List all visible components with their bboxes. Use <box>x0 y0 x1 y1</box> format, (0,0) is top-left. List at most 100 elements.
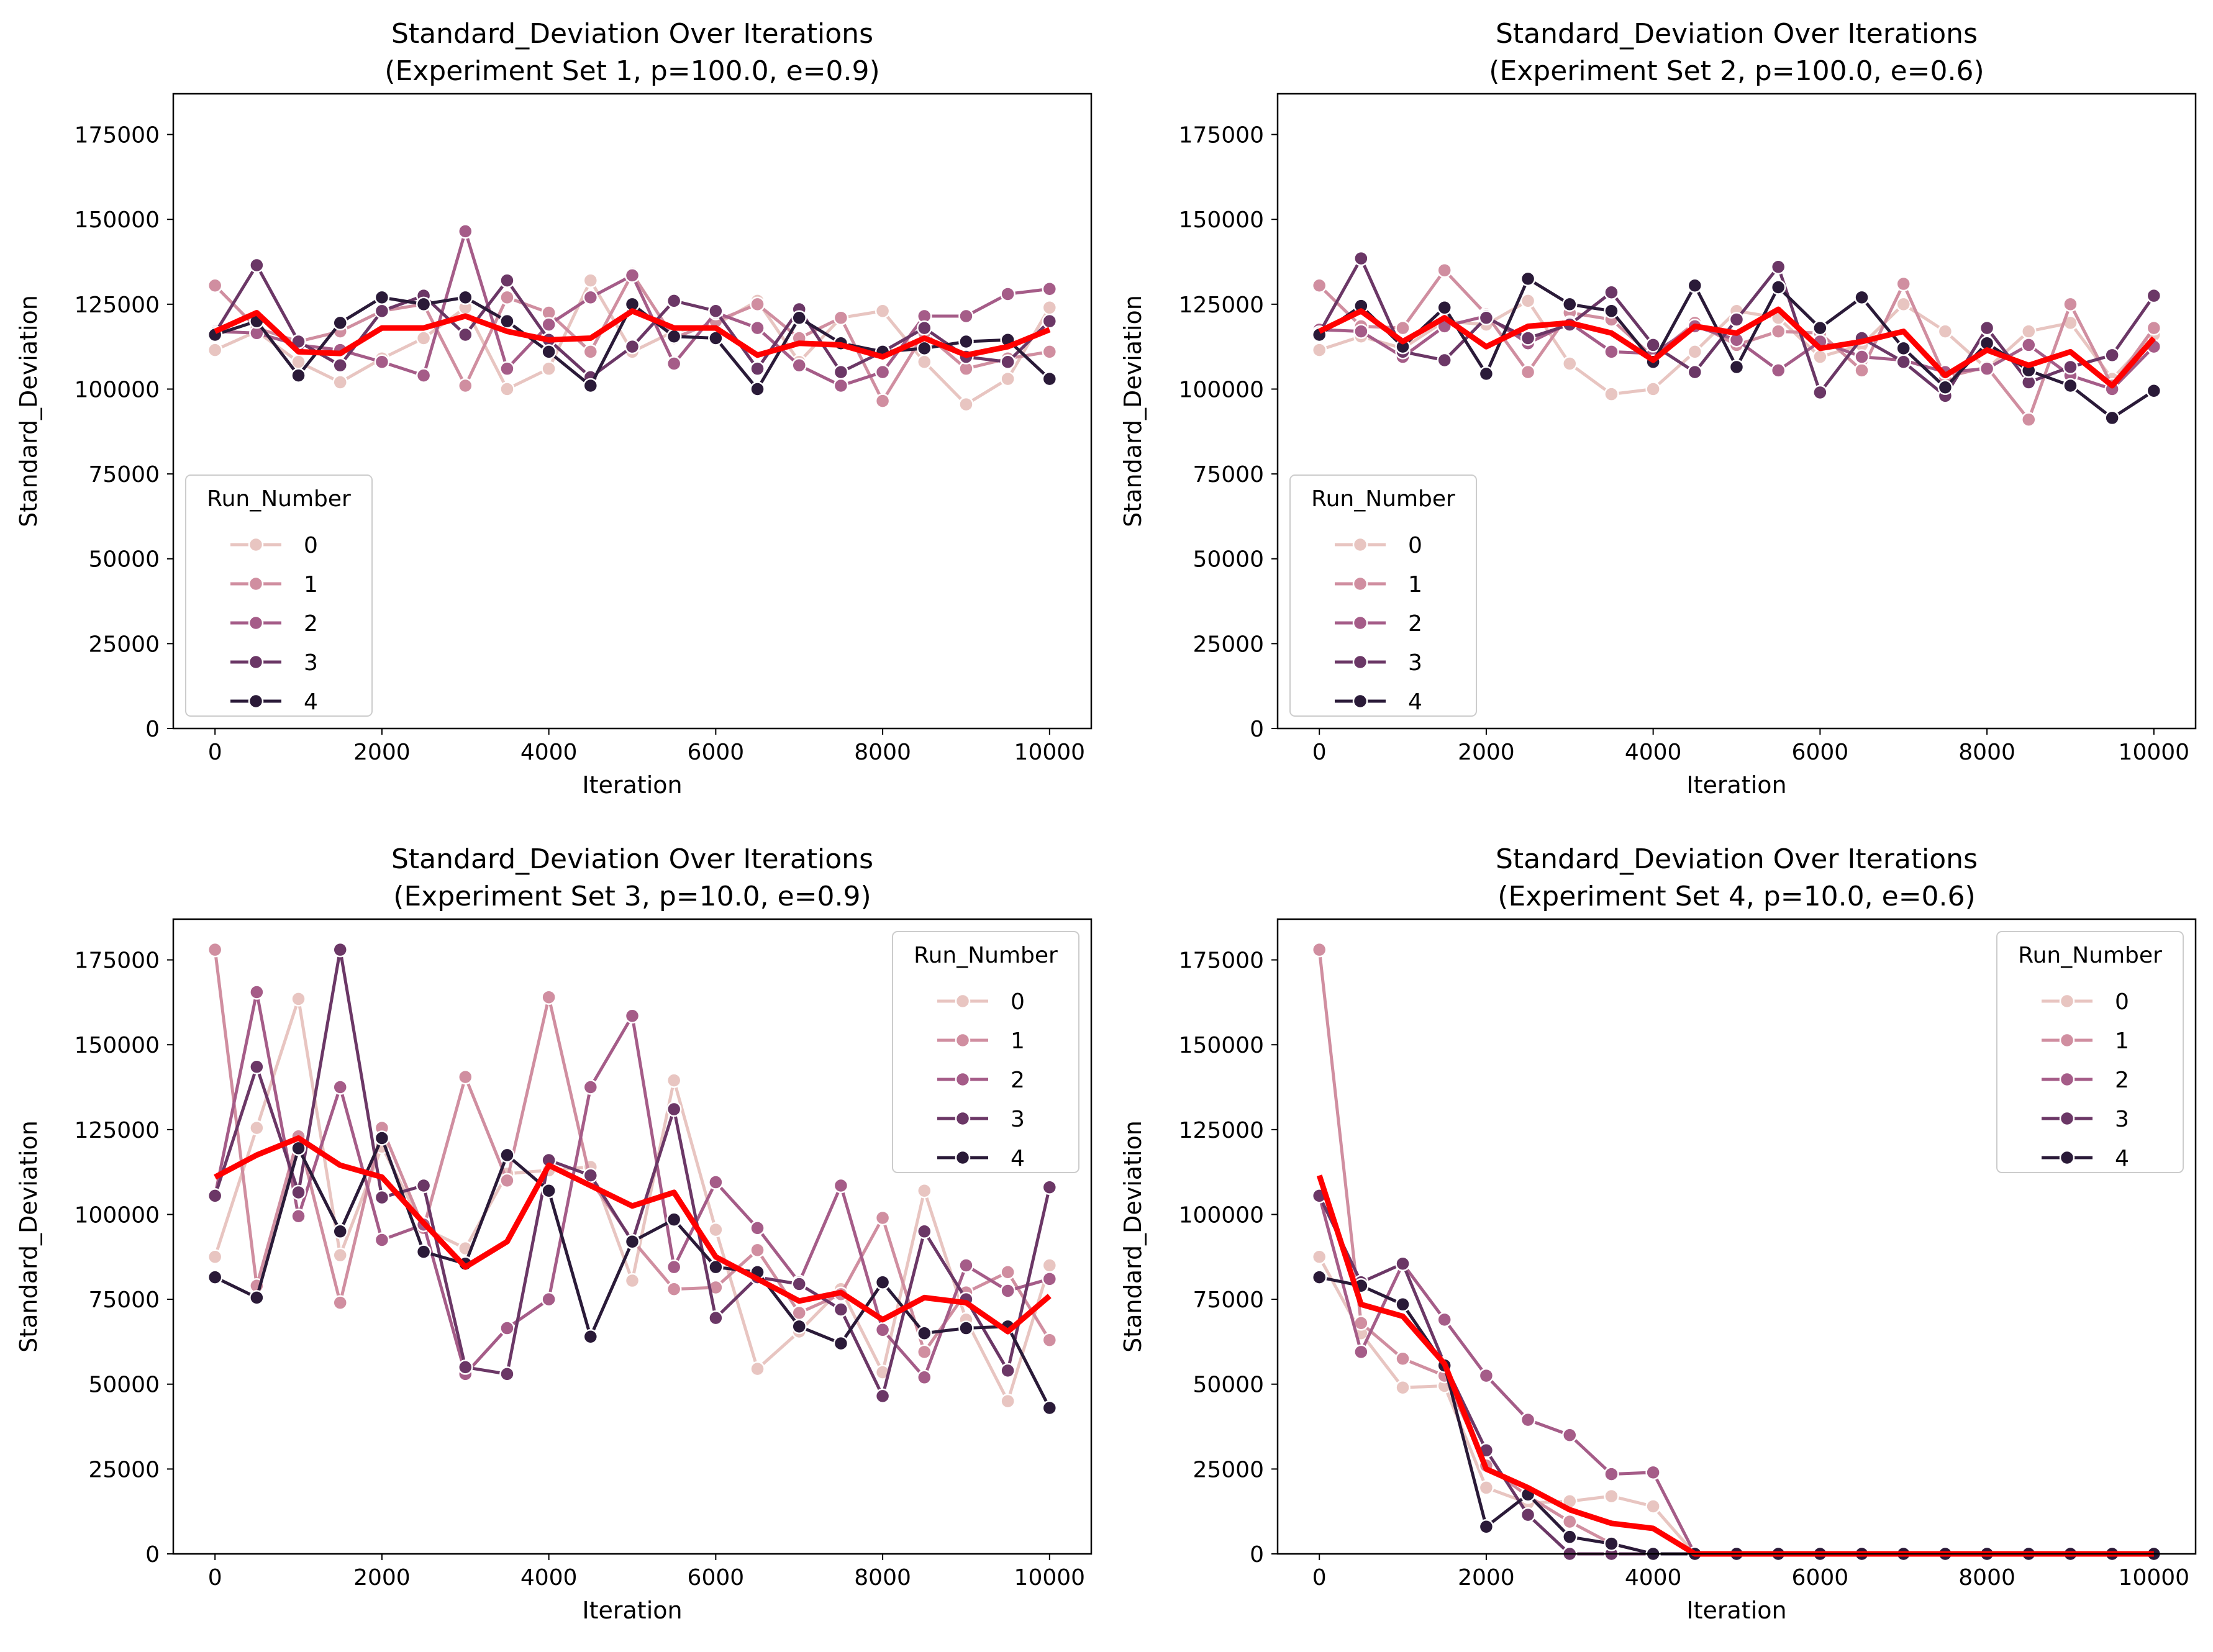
data-point-run-1 <box>750 296 765 312</box>
legend-swatch-marker <box>248 615 264 631</box>
legend-entry-label: 0 <box>1011 989 1025 1015</box>
data-point-run-0 <box>1645 1499 1661 1514</box>
legend-swatch-marker <box>1352 537 1368 553</box>
legend-swatch-marker <box>955 1150 971 1166</box>
data-point-run-3 <box>917 320 932 336</box>
data-point-run-4 <box>750 381 765 397</box>
data-point-run-0 <box>1042 1258 1058 1273</box>
data-point-run-2 <box>1000 1283 1016 1299</box>
data-point-run-3 <box>2063 359 2078 375</box>
data-point-run-4 <box>1042 1400 1058 1416</box>
y-tick-label: 0 <box>145 717 160 742</box>
axes-frame <box>1276 918 2197 1555</box>
data-point-run-3 <box>499 1366 515 1382</box>
legend: Run_Number 0 1 2 3 4 <box>1289 474 1477 717</box>
data-point-run-0 <box>416 330 432 346</box>
chart-title-line: Standard_Deviation Over Iterations <box>1496 18 1978 50</box>
y-tick-label: 125000 <box>1179 293 1264 318</box>
data-point-run-2 <box>666 1259 682 1275</box>
data-point-run-4 <box>1437 300 1452 315</box>
y-tick-label: 100000 <box>1179 377 1264 402</box>
legend-swatch-marker <box>1352 693 1368 709</box>
x-tick-label: 10000 <box>1014 1565 1086 1591</box>
legend-swatch-marker <box>955 1032 971 1048</box>
data-point-run-0 <box>541 361 557 376</box>
legend-entry-label: 0 <box>2115 989 2129 1015</box>
legend-entry-label: 2 <box>1408 611 1422 637</box>
data-point-run-1 <box>1042 344 1058 360</box>
data-point-run-1 <box>917 1344 932 1360</box>
data-point-run-2 <box>833 1178 849 1194</box>
data-point-run-2 <box>666 356 682 371</box>
data-point-run-3 <box>374 303 390 319</box>
axes-frame <box>172 93 1093 730</box>
data-point-run-2 <box>1520 1412 1536 1428</box>
legend-entry-label: 3 <box>1408 650 1422 676</box>
y-tick-label: 100000 <box>75 377 160 402</box>
data-point-run-2 <box>1353 324 1369 339</box>
data-point-run-2 <box>1042 281 1058 297</box>
legend-title: Run_Number <box>1311 486 1455 512</box>
data-point-run-0 <box>1812 349 1828 365</box>
data-point-run-0 <box>1604 386 1619 402</box>
y-tick-label: 150000 <box>1179 207 1264 233</box>
data-point-run-2 <box>624 268 640 283</box>
data-point-run-2 <box>1604 1466 1619 1482</box>
data-point-run-3 <box>1812 384 1828 401</box>
legend-swatch-marker <box>1352 576 1368 592</box>
data-point-run-1 <box>1353 1315 1369 1331</box>
x-tick-label: 2000 <box>1458 740 1515 765</box>
data-point-run-0 <box>207 342 223 358</box>
x-tick-label: 6000 <box>688 740 745 765</box>
legend-entry-label: 0 <box>1408 533 1422 558</box>
data-point-run-2 <box>917 1369 932 1386</box>
data-point-run-2 <box>875 1322 891 1338</box>
legend-swatch-marker <box>248 537 264 553</box>
data-point-run-2 <box>249 984 265 1000</box>
data-point-run-3 <box>666 1101 682 1117</box>
x-tick-label: 8000 <box>854 740 911 765</box>
data-point-run-1 <box>332 1295 348 1310</box>
data-point-run-0 <box>1311 342 1327 358</box>
data-point-run-2 <box>958 1258 974 1273</box>
data-point-run-2 <box>708 1174 724 1190</box>
data-point-run-2 <box>833 378 849 394</box>
y-tick-label: 125000 <box>75 293 160 318</box>
x-tick-label: 2000 <box>353 1565 411 1591</box>
data-point-run-3 <box>458 1359 473 1375</box>
data-point-run-4 <box>207 1269 223 1285</box>
y-tick-label: 75000 <box>88 462 160 488</box>
data-point-run-0 <box>666 1073 682 1088</box>
data-point-run-4 <box>458 289 473 306</box>
data-point-run-3 <box>750 361 765 376</box>
legend-swatch-marker <box>1352 615 1368 631</box>
data-point-run-2 <box>1478 1368 1494 1384</box>
legend-entry-label: 1 <box>2115 1028 2129 1054</box>
data-point-run-4 <box>1395 1297 1411 1312</box>
data-point-run-0 <box>875 303 891 319</box>
data-point-run-3 <box>499 273 515 288</box>
data-point-run-4 <box>583 1328 599 1345</box>
y-tick-label: 25000 <box>88 632 160 657</box>
y-tick-label: 175000 <box>75 948 160 974</box>
data-point-run-3 <box>2104 347 2120 363</box>
data-point-run-1 <box>458 378 473 394</box>
data-point-run-3 <box>1687 364 1703 380</box>
x-tick-label: 0 <box>208 1565 222 1591</box>
x-tick-label: 4000 <box>1625 1565 1682 1591</box>
data-point-run-3 <box>708 1310 724 1326</box>
data-point-run-0 <box>917 354 932 370</box>
legend-swatch-marker <box>248 654 264 670</box>
legend-entry-label: 3 <box>1011 1107 1025 1132</box>
data-point-run-3 <box>917 1223 932 1240</box>
y-tick-label: 150000 <box>75 207 160 233</box>
data-point-run-4 <box>1478 366 1494 382</box>
data-point-run-3 <box>1000 1363 1016 1379</box>
legend-swatch-marker <box>2059 1071 2075 1087</box>
data-point-run-1 <box>1395 1351 1411 1366</box>
data-point-run-0 <box>207 1249 223 1265</box>
x-tick-label: 2000 <box>1458 1565 1515 1591</box>
legend-entry-label: 4 <box>1011 1146 1025 1171</box>
chart-title-line: (Experiment Set 2, p=100.0, e=0.6) <box>1489 55 1984 87</box>
legend-entry-label: 2 <box>1011 1068 1025 1093</box>
